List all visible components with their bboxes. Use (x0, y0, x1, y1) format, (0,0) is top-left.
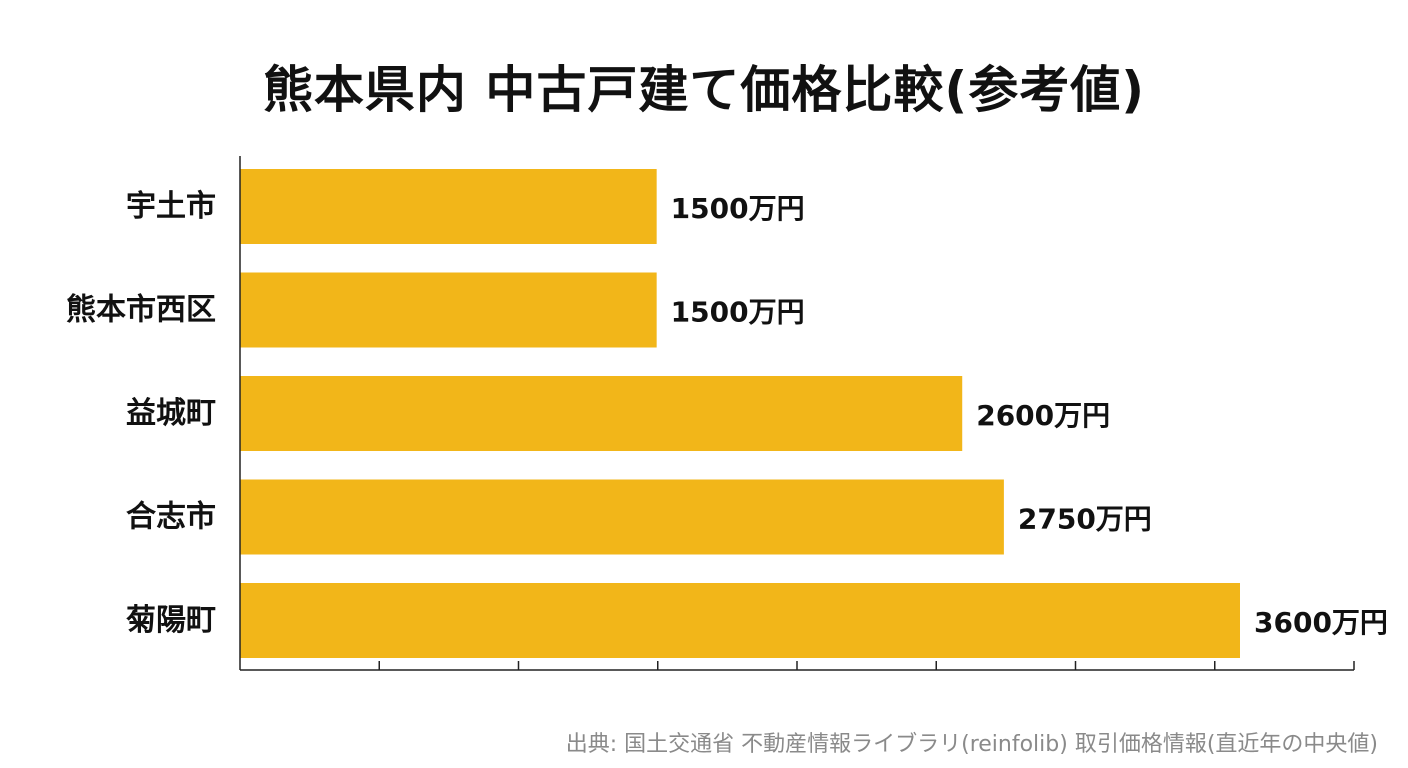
value-label: 2750万円 (1018, 503, 1152, 536)
bar-4 (240, 479, 1004, 555)
category-label: 熊本市西区 (66, 293, 216, 328)
value-label: 2600万円 (976, 399, 1110, 432)
bar-2 (240, 272, 657, 348)
source-note: 出典: 国土交通省 不動産情報ライブラリ(reinfolib) 取引価格情報(直… (565, 732, 1378, 757)
chart-title: 熊本県内 中古戸建て価格比較(参考値) (262, 61, 1146, 119)
value-label: 3600万円 (1254, 606, 1388, 639)
bar-3 (240, 376, 963, 451)
bar-5 (240, 583, 1240, 658)
value-label: 1500万円 (671, 296, 805, 329)
category-label: 宇土市 (126, 189, 216, 224)
bar-1 (240, 169, 657, 244)
category-label: 益城町 (126, 396, 216, 431)
category-label: 菊陽町 (126, 603, 216, 638)
axes-layer (239, 156, 1355, 671)
value-label: 1500万円 (671, 192, 805, 225)
category-label: 合志市 (126, 500, 216, 535)
